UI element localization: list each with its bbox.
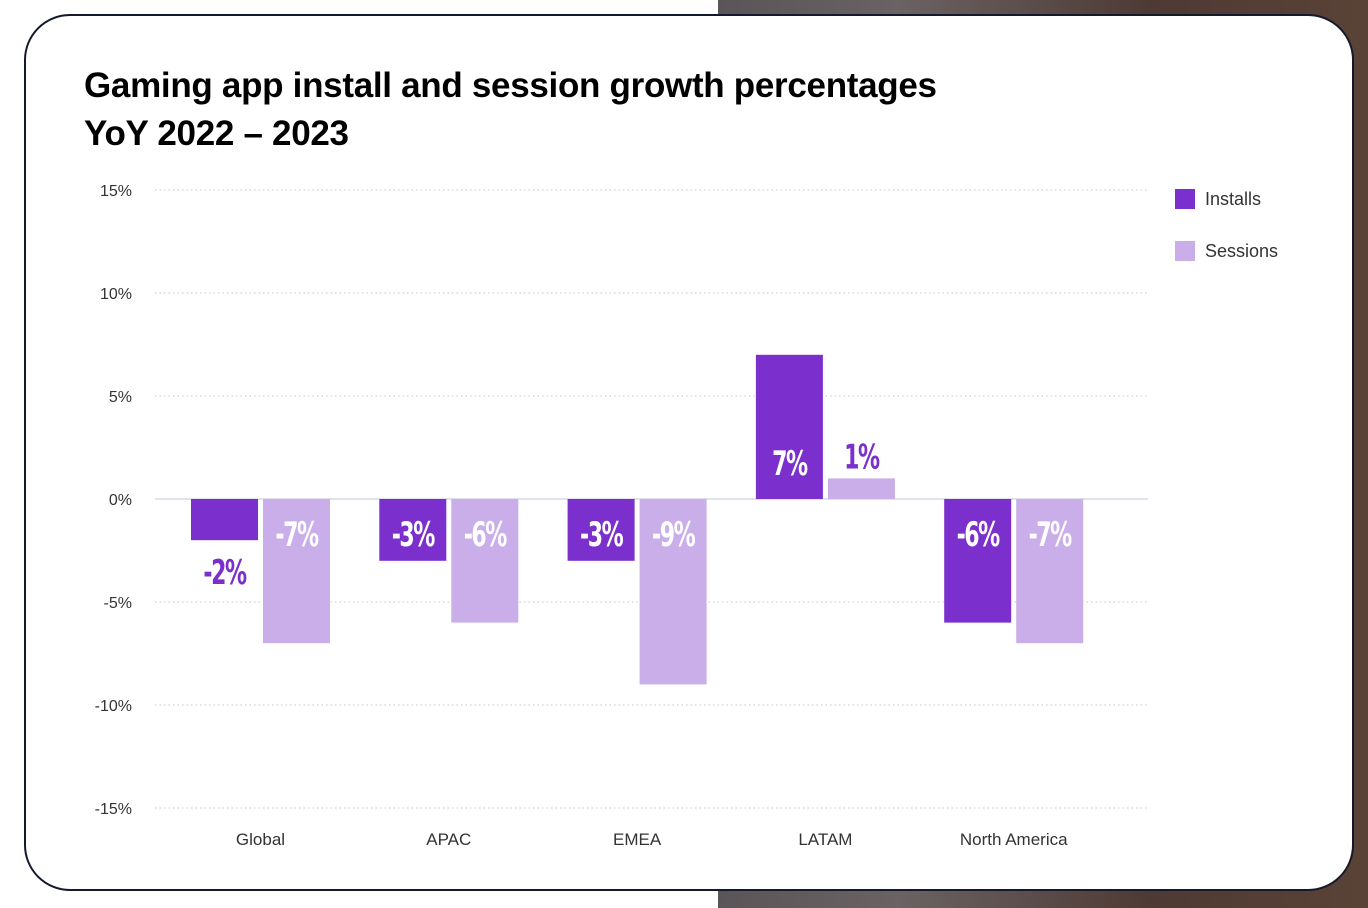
chart-title-line1: Gaming app install and session growth pe… [84,66,937,105]
data-label: -2% [203,553,246,592]
chart-card [24,14,1354,891]
legend: Installs Sessions [1175,186,1278,290]
data-label: -7% [1029,515,1072,554]
legend-swatch-sessions [1175,241,1195,261]
legend-item-sessions: Sessions [1175,238,1278,264]
chart-subtitle: YoY 2022 – 2023 [84,114,349,153]
chart-title: Gaming app install and session growth pe… [84,62,937,158]
bar-installs [567,499,635,561]
data-label: 1% [844,437,879,476]
legend-label-sessions: Sessions [1205,240,1279,261]
bar-installs [944,499,1012,623]
bar-sessions [451,499,519,623]
bar-sessions [263,499,330,644]
y-tick-label: 5% [109,389,132,406]
bar-installs [191,499,258,541]
bar-sessions [1016,499,1084,644]
x-tick-label: Global [236,830,285,849]
data-label: -6% [464,515,507,554]
data-label: -9% [652,515,695,554]
data-label: -3% [580,515,623,554]
data-label: -7% [275,515,318,554]
y-tick-label: -5% [104,595,132,612]
x-tick-label: LATAM [798,830,852,849]
legend-label-installs: Installs [1205,188,1262,209]
data-label: 7% [772,444,807,483]
bar-sessions [639,499,707,685]
y-tick-label: 0% [109,492,132,509]
data-label: -3% [392,515,435,554]
legend-item-installs: Installs [1175,186,1278,212]
bar-installs [755,354,823,499]
x-tick-label: APAC [426,830,471,849]
y-tick-label: -10% [95,698,132,715]
x-tick-label: EMEA [613,830,662,849]
legend-swatch-installs [1175,189,1195,209]
y-tick-label: 10% [100,286,132,303]
bar-installs [379,499,447,561]
y-tick-label: 15% [100,183,132,200]
data-label: -6% [957,515,1000,554]
y-tick-label: -15% [95,801,132,818]
bar-sessions [827,478,895,499]
x-tick-label: North America [960,830,1068,849]
